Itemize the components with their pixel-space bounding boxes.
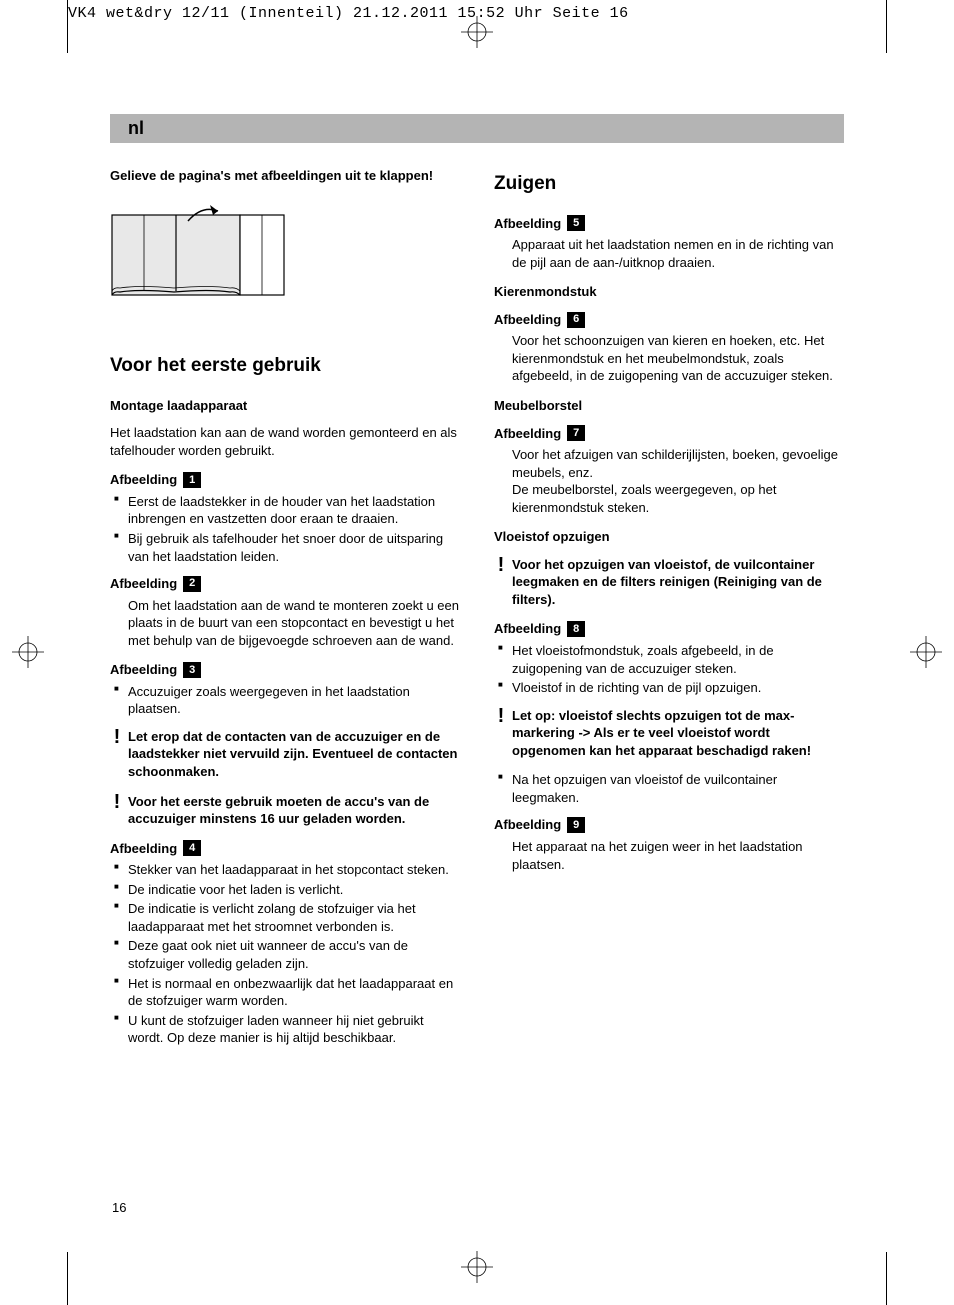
- warning-text: Voor het opzuigen van vloeistof, de vuil…: [512, 556, 844, 609]
- subsection-heading: Meubelborstel: [494, 397, 844, 415]
- exclamation-icon: !: [494, 556, 508, 574]
- body-text: Het laadstation kan aan de wand worden g…: [110, 424, 460, 459]
- list-item: Stekker van het laadapparaat in het stop…: [128, 861, 460, 879]
- list-item: Deze gaat ook niet uit wanneer de accu's…: [128, 937, 460, 972]
- bullet-list: Accuzuiger zoals weergegeven in het laad…: [128, 683, 460, 718]
- bullet-list: Het vloeistofmondstuk, zoals afgebeeld, …: [512, 642, 844, 697]
- figure-number-badge: 7: [567, 425, 585, 441]
- language-tab: nl: [110, 114, 844, 143]
- body-text: Het apparaat na het zuigen weer in het l…: [512, 838, 844, 873]
- figure-label: Afbeelding 3: [110, 661, 460, 679]
- list-item: Het vloeistofmondstuk, zoals afgebeeld, …: [512, 642, 844, 677]
- list-item: Accuzuiger zoals weergegeven in het laad…: [128, 683, 460, 718]
- list-item: Het is normaal en onbezwaarlijk dat het …: [128, 975, 460, 1010]
- figure-number-badge: 3: [183, 662, 201, 678]
- right-column: Zuigen Afbeelding 5 Apparaat uit het laa…: [494, 167, 844, 1057]
- page-content: Gelieve de pagina's met afbeeldingen uit…: [110, 167, 844, 1057]
- list-item: Bij gebruik als tafelhouder het snoer do…: [128, 530, 460, 565]
- registration-mark-icon: [461, 1251, 493, 1283]
- figure-label: Afbeelding 2: [110, 575, 460, 593]
- document-header: VK4 wet&dry 12/11 (Innenteil) 21.12.2011…: [68, 5, 629, 22]
- figure-number-badge: 1: [183, 472, 201, 488]
- body-text: Voor het schoonzuigen van kieren en hoek…: [512, 332, 844, 385]
- bullet-list: Na het opzuigen van vloeistof de vuilcon…: [512, 771, 844, 806]
- figure-label: Afbeelding 7: [494, 425, 844, 443]
- crop-mark: [886, 1252, 887, 1305]
- warning-block: ! Let op: vloeistof slechts opzuigen tot…: [494, 707, 844, 760]
- figure-number-badge: 8: [567, 621, 585, 637]
- bullet-list: Eerst de laadstekker in de houder van he…: [128, 493, 460, 565]
- warning-text: Let op: vloeistof slechts opzuigen tot d…: [512, 707, 844, 760]
- figure-label: Afbeelding 6: [494, 311, 844, 329]
- crop-mark: [886, 0, 887, 53]
- figure-number-badge: 6: [567, 312, 585, 328]
- language-code: nl: [128, 118, 144, 139]
- list-item: De indicatie voor het laden is verlicht.: [128, 881, 460, 899]
- figure-label: Afbeelding 5: [494, 215, 844, 233]
- subsection-heading: Kierenmondstuk: [494, 283, 844, 301]
- figure-number-badge: 5: [567, 215, 585, 231]
- list-item: Eerst de laadstekker in de houder van he…: [128, 493, 460, 528]
- list-item: Vloeistof in de richting van de pijl opz…: [512, 679, 844, 697]
- section-heading: Voor het eerste gebruik: [110, 353, 460, 379]
- figure-number-badge: 2: [183, 576, 201, 592]
- body-text: Om het laadstation aan de wand te monter…: [128, 597, 460, 650]
- figure-label: Afbeelding 8: [494, 620, 844, 638]
- bullet-list: Stekker van het laadapparaat in het stop…: [128, 861, 460, 1046]
- exclamation-icon: !: [494, 707, 508, 725]
- registration-mark-icon: [12, 636, 44, 668]
- subsection-heading: Montage laadapparaat: [110, 397, 460, 415]
- intro-text: Gelieve de pagina's met afbeeldingen uit…: [110, 167, 460, 185]
- list-item: U kunt de stofzuiger laden wanneer hij n…: [128, 1012, 460, 1047]
- list-item: De indicatie is verlicht zolang de stofz…: [128, 900, 460, 935]
- page-number: 16: [112, 1200, 126, 1215]
- figure-number-badge: 4: [183, 840, 201, 856]
- section-heading: Zuigen: [494, 171, 844, 197]
- figure-label: Afbeelding 4: [110, 840, 460, 858]
- left-column: Gelieve de pagina's met afbeeldingen uit…: [110, 167, 460, 1057]
- warning-block: ! Voor het eerste gebruik moeten de accu…: [110, 793, 460, 828]
- body-text: Apparaat uit het laadstation nemen en in…: [512, 236, 844, 271]
- body-text: Voor het afzuigen van schilderijlijsten,…: [512, 446, 844, 516]
- warning-block: ! Voor het opzuigen van vloeistof, de vu…: [494, 556, 844, 609]
- figure-label: Afbeelding 9: [494, 816, 844, 834]
- exclamation-icon: !: [110, 793, 124, 811]
- subsection-heading: Vloeistof opzuigen: [494, 528, 844, 546]
- figure-number-badge: 9: [567, 817, 585, 833]
- warning-text: Let erop dat de contacten van de accuzui…: [128, 728, 460, 781]
- fold-out-diagram-icon: [110, 199, 460, 304]
- crop-mark: [67, 1252, 68, 1305]
- list-item: Na het opzuigen van vloeistof de vuilcon…: [512, 771, 844, 806]
- warning-text: Voor het eerste gebruik moeten de accu's…: [128, 793, 460, 828]
- registration-mark-icon: [910, 636, 942, 668]
- exclamation-icon: !: [110, 728, 124, 746]
- warning-block: ! Let erop dat de contacten van de accuz…: [110, 728, 460, 781]
- figure-label: Afbeelding 1: [110, 471, 460, 489]
